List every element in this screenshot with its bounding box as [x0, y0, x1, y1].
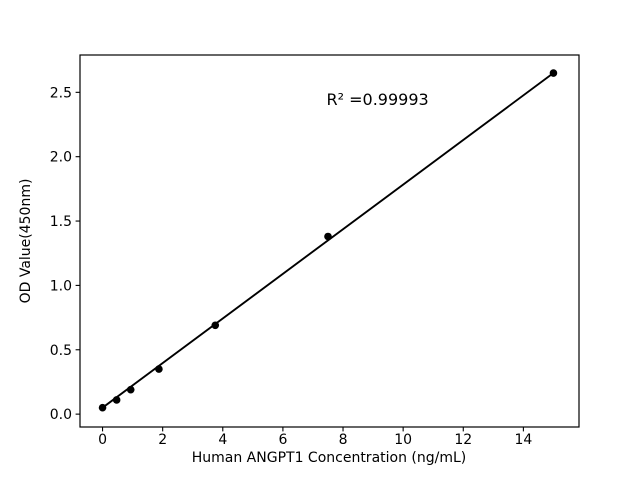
y-tick-label: 1.5	[50, 214, 72, 230]
x-tick-label: 14	[514, 432, 532, 448]
y-axis-label: OD Value(450nm)	[18, 179, 34, 304]
y-tick-label: 0.0	[50, 407, 72, 423]
y-tick-label: 0.5	[50, 343, 72, 359]
x-tick-label: 0	[98, 432, 107, 448]
x-tick-label: 8	[339, 432, 348, 448]
y-axis-ticks: 0.0 0.5 1.0 1.5 2.0 2.5	[50, 85, 80, 423]
data-point	[324, 232, 332, 241]
data-point	[126, 385, 135, 394]
x-axis-ticks: 0 2 4 6 8 10 12 14	[98, 427, 532, 448]
y-tick-label: 1.0	[50, 278, 72, 294]
plot-area-border	[79, 54, 580, 428]
x-tick-label: 12	[454, 432, 472, 448]
x-tick-label: 6	[278, 432, 287, 448]
x-axis-label: Human ANGPT1 Concentration (ng/mL)	[192, 450, 467, 466]
data-point	[98, 403, 107, 412]
y-tick-label: 2.5	[50, 85, 72, 101]
data-points-group	[98, 69, 558, 412]
data-point	[112, 396, 121, 404]
data-point	[211, 321, 220, 330]
data-point	[155, 365, 163, 373]
x-tick-label: 4	[218, 432, 227, 448]
data-point	[549, 69, 558, 77]
trend-line	[101, 72, 555, 409]
x-tick-label: 10	[394, 432, 412, 448]
r-squared-annotation: R² =0.99993	[326, 90, 428, 109]
y-tick-label: 2.0	[50, 150, 72, 166]
x-tick-label: 2	[158, 432, 167, 448]
trend-line-group	[101, 72, 555, 409]
